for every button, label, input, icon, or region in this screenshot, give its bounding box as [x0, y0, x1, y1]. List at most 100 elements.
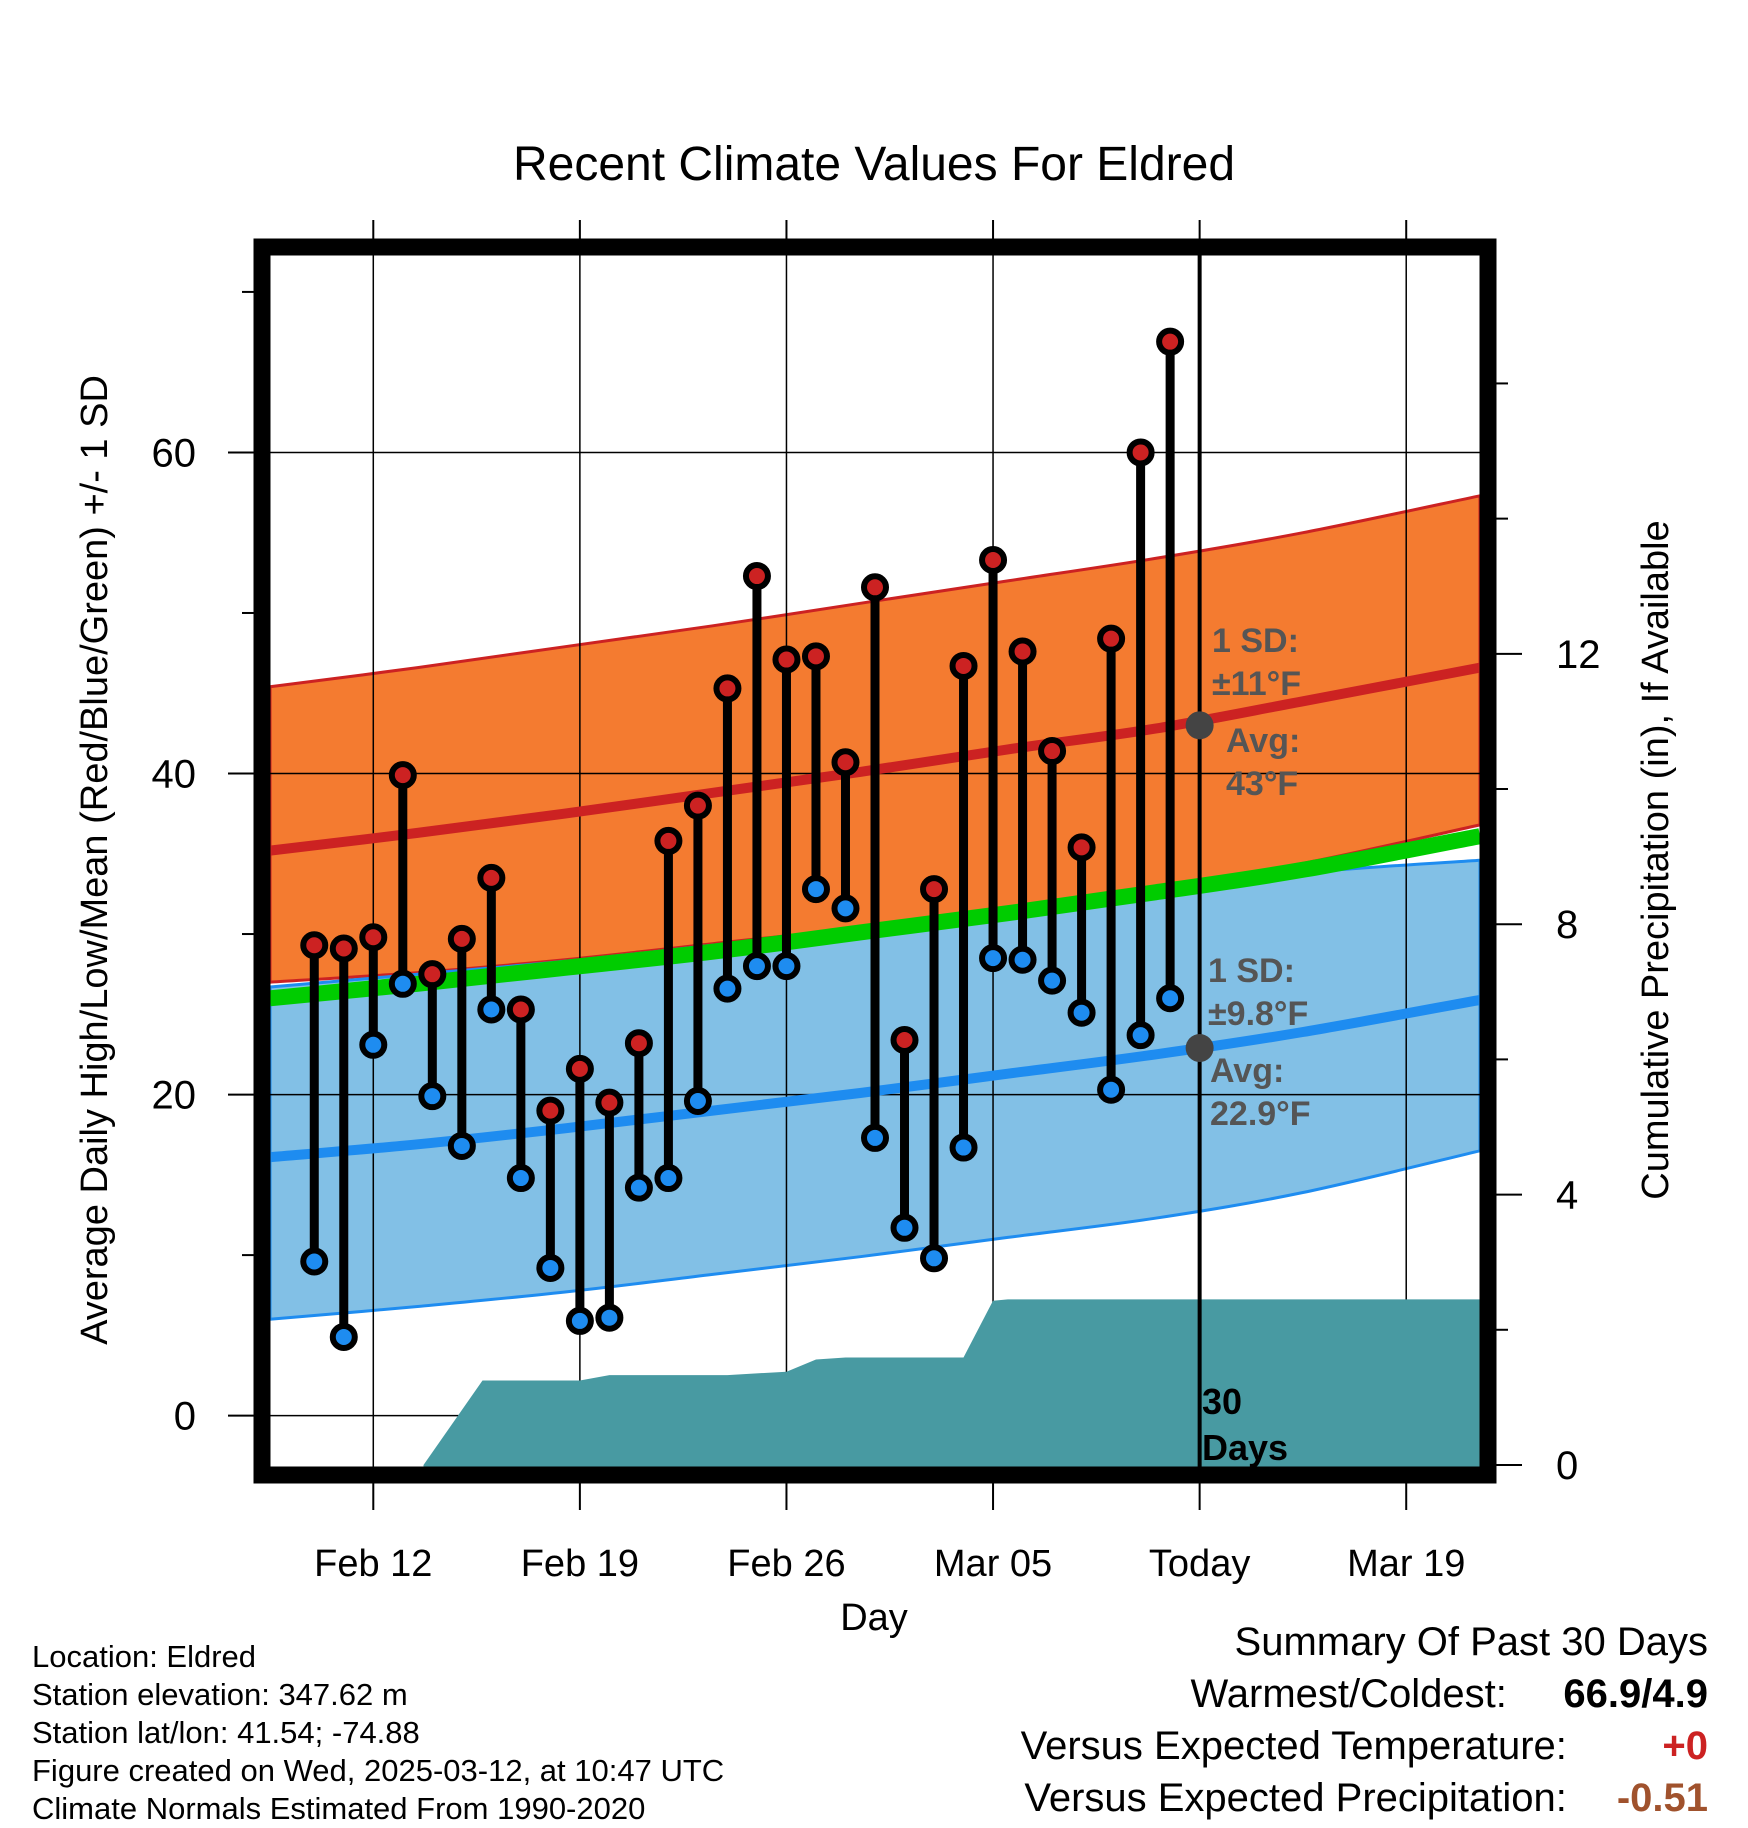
- day-bar: [506, 995, 535, 1193]
- high-point: [595, 1088, 624, 1117]
- location-text: Location: Eldred: [32, 1639, 257, 1674]
- created-text: Figure created on Wed, 2025-03-12, at 10…: [32, 1753, 725, 1788]
- high-point: [713, 674, 742, 703]
- day-bar: [624, 1029, 653, 1202]
- low-point: [1097, 1075, 1126, 1104]
- low-point: [890, 1213, 919, 1242]
- summary-panel: Summary Of Past 30 Days Warmest/Coldest:…: [1021, 1620, 1708, 1828]
- high-point: [920, 875, 949, 904]
- high-point: [979, 546, 1008, 575]
- low-point: [683, 1086, 712, 1115]
- low-sd-value: ±9.8°F: [1208, 995, 1308, 1033]
- day-bar: [979, 546, 1008, 973]
- day-bar: [920, 875, 949, 1273]
- high-point: [1067, 833, 1096, 862]
- low-point: [329, 1322, 358, 1351]
- low-point: [1038, 966, 1067, 995]
- high-point: [683, 791, 712, 820]
- low-point: [506, 1164, 535, 1193]
- low-point: [949, 1133, 978, 1162]
- low-point: [565, 1306, 594, 1335]
- high-sd-value: ±11°F: [1212, 665, 1301, 703]
- high-avg-value: 43°F: [1226, 765, 1298, 803]
- low-point: [920, 1244, 949, 1273]
- day-bar: [683, 791, 712, 1115]
- elevation-text: Station elevation: 347.62 m: [32, 1677, 408, 1712]
- low-point: [1156, 984, 1185, 1013]
- high-point: [388, 761, 417, 790]
- high-point: [1126, 438, 1155, 467]
- low-point: [742, 952, 771, 981]
- warmest-label: Warmest/Coldest:: [1190, 1672, 1507, 1716]
- low-sd-label: 1 SD:: [1208, 952, 1295, 990]
- low-point: [801, 875, 830, 904]
- high-point: [861, 573, 889, 602]
- day-bar: [742, 562, 771, 981]
- high-point: [831, 748, 860, 777]
- low-point: [388, 969, 417, 998]
- low-point: [979, 944, 1008, 973]
- precip-area: [423, 1299, 1480, 1467]
- y-tick-label: 60: [152, 431, 197, 475]
- low-point: [359, 1030, 388, 1059]
- day-bar: [1156, 327, 1185, 1013]
- high-point: [536, 1096, 565, 1125]
- day-bar: [565, 1054, 594, 1335]
- day-bar: [949, 651, 978, 1162]
- precip-vs-expected-value: -0.51: [1616, 1776, 1708, 1820]
- day-bar: [536, 1096, 565, 1282]
- high-point: [1097, 624, 1126, 653]
- x-axis-label: Day: [840, 1597, 908, 1639]
- day-bar: [418, 960, 447, 1111]
- low-point: [1008, 945, 1037, 974]
- low-point: [831, 894, 860, 923]
- high-point: [890, 1025, 919, 1054]
- high-point: [801, 642, 830, 671]
- y2-axis-label: Cumulative Precipitation (in), If Availa…: [1635, 520, 1677, 1199]
- day-bar: [329, 934, 358, 1351]
- low-avg-value: 22.9°F: [1210, 1095, 1311, 1133]
- precip-period-unit: Days: [1202, 1427, 1288, 1468]
- high-point: [477, 863, 506, 892]
- high-point: [1156, 327, 1185, 356]
- low-avg-label: Avg:: [1210, 1052, 1284, 1090]
- high-point: [506, 995, 535, 1024]
- day-bar: [388, 761, 417, 998]
- precip-vs-expected-label: Versus Expected Precipitation:: [1024, 1776, 1567, 1820]
- low-point: [536, 1253, 565, 1282]
- day-bar: [1038, 737, 1067, 995]
- low-point: [1126, 1021, 1155, 1050]
- day-bar: [831, 748, 860, 923]
- plot-frame: [253, 238, 1497, 1484]
- low-avg-marker: [1185, 1034, 1214, 1063]
- day-bar: [1097, 624, 1126, 1104]
- day-bar: [1008, 637, 1037, 974]
- warmest-value: 66.9/4.9: [1563, 1672, 1708, 1716]
- day-bar: [359, 923, 388, 1059]
- day-bar: [595, 1088, 624, 1332]
- day-bar: [447, 924, 476, 1160]
- low-point: [595, 1303, 624, 1332]
- day-bar: [654, 826, 683, 1193]
- high-point: [742, 562, 771, 591]
- high-point: [447, 924, 476, 953]
- low-point: [654, 1164, 683, 1193]
- high-point: [772, 645, 801, 674]
- high-point: [949, 651, 978, 680]
- normals-text: Climate Normals Estimated From 1990-2020: [32, 1791, 646, 1826]
- high-point: [565, 1054, 594, 1083]
- y-tick-label: 0: [174, 1395, 196, 1439]
- y-axis-label: Average Daily High/Low/Mean (Red/Blue/Gr…: [74, 375, 116, 1345]
- y2-tick-label: 0: [1556, 1444, 1578, 1488]
- day-bar: [713, 674, 742, 1003]
- summary-title: Summary Of Past 30 Days: [1234, 1620, 1708, 1664]
- day-bar: [477, 863, 506, 1024]
- x-tick-label: Feb 12: [314, 1543, 432, 1585]
- y2-tick-label: 8: [1556, 903, 1578, 947]
- chart-title: Recent Climate Values For Eldred: [513, 138, 1235, 191]
- low-point: [713, 974, 742, 1003]
- day-bar: [1126, 438, 1155, 1050]
- x-tick-label: Today: [1149, 1543, 1250, 1585]
- x-tick-label: Mar 19: [1347, 1543, 1465, 1585]
